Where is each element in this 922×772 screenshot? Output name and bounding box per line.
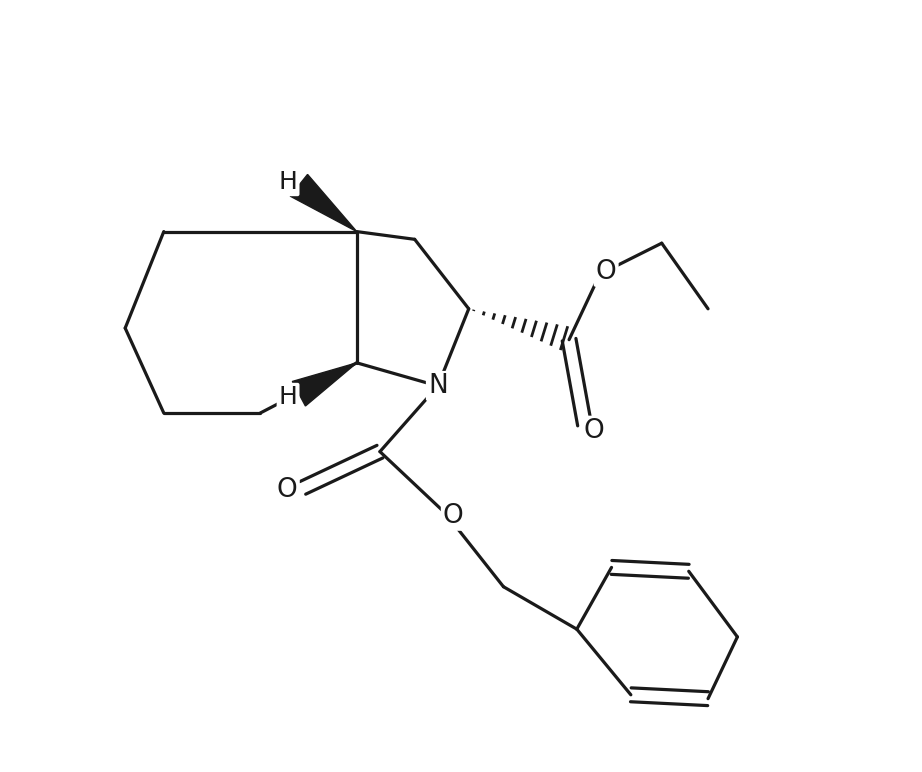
- Text: H: H: [278, 384, 298, 409]
- Polygon shape: [290, 174, 357, 232]
- Text: H: H: [278, 170, 298, 195]
- Polygon shape: [292, 363, 357, 406]
- Text: O: O: [584, 418, 604, 444]
- Text: O: O: [277, 477, 298, 503]
- Text: N: N: [428, 373, 448, 399]
- Text: O: O: [443, 503, 464, 529]
- Text: O: O: [596, 259, 617, 285]
